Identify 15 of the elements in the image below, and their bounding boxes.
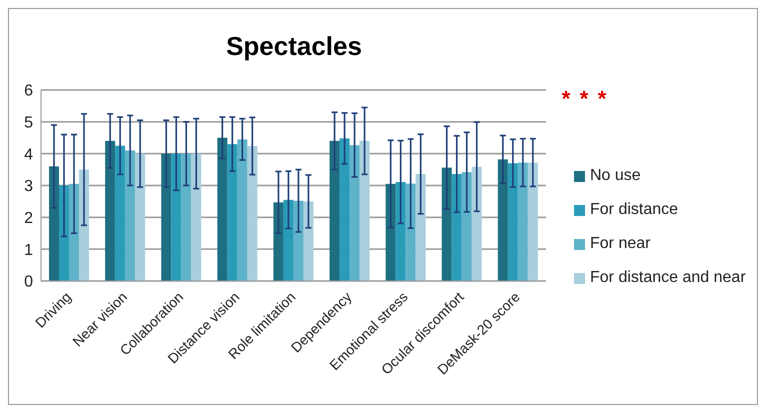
text: * (580, 86, 589, 111)
chart-title: Spectacles (225, 31, 363, 61)
y-tick-label: 2 (24, 210, 34, 228)
y-tick-label: 4 (24, 146, 34, 164)
legend-label: No use (589, 166, 642, 186)
text: * (562, 86, 571, 111)
legend-label: For distance (589, 200, 680, 220)
y-tick-label: 0 (24, 274, 34, 291)
y-tick-label: 1 (24, 242, 34, 259)
y-tick-label: 3 (24, 178, 34, 196)
text: * (598, 86, 607, 111)
y-tick-label: 6 (24, 82, 34, 100)
legend-label: For near (589, 234, 652, 254)
legend-label: For distance and near (589, 268, 746, 288)
y-tick-label: 5 (24, 114, 34, 132)
